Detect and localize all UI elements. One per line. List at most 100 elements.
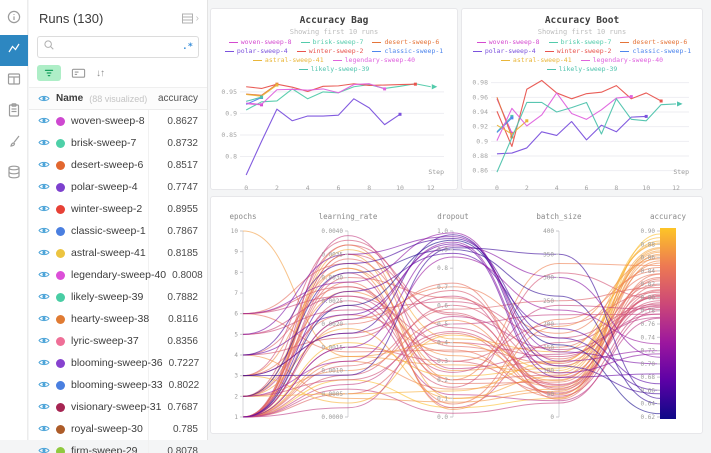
svg-text:0: 0 <box>244 184 248 192</box>
sidebar-item-charts[interactable] <box>0 35 28 66</box>
run-name[interactable]: likely-sweep-39 <box>71 291 143 303</box>
table-row[interactable]: lyric-sweep-37 0.8356 <box>29 330 207 352</box>
eye-icon[interactable] <box>38 112 50 130</box>
svg-text:0.8: 0.8 <box>437 265 448 272</box>
table-row[interactable]: astral-sweep-41 0.8185 <box>29 242 207 264</box>
legend-item[interactable]: winter-sweep-2 <box>545 47 612 55</box>
sidebar-item-panels[interactable] <box>0 66 28 97</box>
parallel-coordinates-chart[interactable]: epochs10987654321learning_rate0.00400.00… <box>211 197 702 433</box>
legend-item[interactable]: classic-sweep-1 <box>372 47 443 55</box>
eye-icon[interactable] <box>38 398 50 416</box>
table-row[interactable]: brisk-sweep-7 0.8732 <box>29 132 207 154</box>
run-accuracy-value: 0.8078 <box>167 446 198 453</box>
table-row[interactable]: legendary-sweep-40 0.8008 <box>29 264 207 286</box>
table-row[interactable]: hearty-sweep-38 0.8116 <box>29 308 207 330</box>
run-name[interactable]: blooming-sweep-33 <box>71 379 163 391</box>
table-row[interactable]: classic-sweep-1 0.7867 <box>29 220 207 242</box>
regex-toggle[interactable]: .* <box>182 42 193 52</box>
sidebar-item-overview[interactable] <box>0 4 28 35</box>
table-row[interactable]: firm-sweep-29 0.8078 <box>29 440 207 453</box>
run-name[interactable]: lyric-sweep-37 <box>71 335 139 347</box>
legend-item[interactable]: brisk-sweep-7 <box>301 38 364 46</box>
table-row[interactable]: likely-sweep-39 0.7882 <box>29 286 207 308</box>
table-row[interactable]: desert-sweep-6 0.8517 <box>29 154 207 176</box>
sidebar-item-artifacts[interactable] <box>0 159 28 190</box>
filter-button[interactable] <box>37 65 61 81</box>
table-row[interactable]: blooming-sweep-36 0.7227 <box>29 352 207 374</box>
eye-icon[interactable] <box>38 134 50 152</box>
run-name[interactable]: astral-sweep-41 <box>71 247 146 259</box>
table-row[interactable]: royal-sweep-30 0.785 <box>29 418 207 440</box>
svg-text:epochs: epochs <box>229 212 256 221</box>
run-accuracy-value: 0.8627 <box>167 116 198 127</box>
table-row[interactable]: woven-sweep-8 0.8627 <box>29 110 207 132</box>
sidebar-item-notes[interactable] <box>0 97 28 128</box>
eye-icon[interactable] <box>38 376 50 394</box>
run-name[interactable]: blooming-sweep-36 <box>71 357 163 369</box>
run-name[interactable]: royal-sweep-30 <box>71 423 143 435</box>
legend-item[interactable]: legendary-sweep-40 <box>581 56 663 64</box>
name-column-header[interactable]: Name <box>56 93 83 104</box>
table-row[interactable]: polar-sweep-4 0.7747 <box>29 176 207 198</box>
run-accuracy-value: 0.8008 <box>172 270 203 281</box>
run-name[interactable]: firm-sweep-29 <box>71 445 138 453</box>
chevron-right-icon: › <box>196 13 199 24</box>
run-name[interactable]: hearty-sweep-38 <box>71 313 149 325</box>
legend-item[interactable]: polar-sweep-4 <box>225 47 288 55</box>
eye-icon[interactable] <box>38 266 50 284</box>
svg-text:7: 7 <box>234 290 238 297</box>
eye-icon[interactable] <box>38 332 50 350</box>
search-input[interactable] <box>59 41 178 54</box>
accuracy-column-header[interactable]: accuracy <box>158 93 198 104</box>
eye-icon[interactable] <box>38 354 50 372</box>
run-name[interactable]: winter-sweep-2 <box>71 203 142 215</box>
run-name[interactable]: desert-sweep-6 <box>71 159 143 171</box>
legend-label: winter-sweep-2 <box>557 47 612 55</box>
legend-item[interactable]: likely-sweep-39 <box>299 65 370 73</box>
eye-icon[interactable] <box>38 420 50 438</box>
svg-text:0.98: 0.98 <box>472 79 488 87</box>
legend-item[interactable]: woven-sweep-8 <box>229 38 292 46</box>
eye-icon[interactable] <box>38 244 50 262</box>
legend-label: classic-sweep-1 <box>384 47 443 55</box>
eye-icon[interactable] <box>38 156 50 174</box>
runs-table-expand-button[interactable]: › <box>181 12 199 25</box>
table-row[interactable]: visionary-sweep-31 0.7687 <box>29 396 207 418</box>
eye-icon[interactable] <box>38 178 50 196</box>
eye-icon[interactable] <box>38 90 50 108</box>
legend-item[interactable]: desert-sweep-6 <box>372 38 439 46</box>
eye-icon[interactable] <box>38 442 50 453</box>
svg-text:0.0: 0.0 <box>437 414 448 421</box>
legend-item[interactable]: astral-sweep-41 <box>253 56 324 64</box>
run-name[interactable]: legendary-sweep-40 <box>71 269 166 281</box>
run-name[interactable]: classic-sweep-1 <box>71 225 146 237</box>
legend-item[interactable]: woven-sweep-8 <box>477 38 540 46</box>
eye-icon[interactable] <box>38 310 50 328</box>
legend-item[interactable]: desert-sweep-6 <box>620 38 687 46</box>
table-row[interactable]: blooming-sweep-33 0.8022 <box>29 374 207 396</box>
svg-text:Step: Step <box>428 168 444 176</box>
eye-icon[interactable] <box>38 288 50 306</box>
group-button[interactable] <box>71 66 86 80</box>
run-name[interactable]: brisk-sweep-7 <box>71 137 136 149</box>
run-name[interactable]: visionary-sweep-31 <box>71 401 161 413</box>
eye-icon[interactable] <box>38 222 50 240</box>
run-name[interactable]: woven-sweep-8 <box>71 115 145 127</box>
legend-item[interactable]: astral-sweep-41 <box>501 56 572 64</box>
legend-label: winter-sweep-2 <box>309 47 364 55</box>
eye-icon[interactable] <box>38 200 50 218</box>
legend-item[interactable]: polar-sweep-4 <box>473 47 536 55</box>
legend-item[interactable]: winter-sweep-2 <box>297 47 364 55</box>
legend-item[interactable]: likely-sweep-39 <box>547 65 618 73</box>
legend-item[interactable]: legendary-sweep-40 <box>333 56 415 64</box>
sort-button[interactable]: ↓↑ <box>96 68 104 79</box>
table-grid-icon <box>181 12 195 25</box>
filter-icon <box>42 66 56 80</box>
run-name[interactable]: polar-sweep-4 <box>71 181 138 193</box>
legend-item[interactable]: classic-sweep-1 <box>620 47 691 55</box>
legend-item[interactable]: brisk-sweep-7 <box>549 38 612 46</box>
table-row[interactable]: winter-sweep-2 0.8955 <box>29 198 207 220</box>
sidebar-item-sweeps[interactable] <box>0 128 28 159</box>
